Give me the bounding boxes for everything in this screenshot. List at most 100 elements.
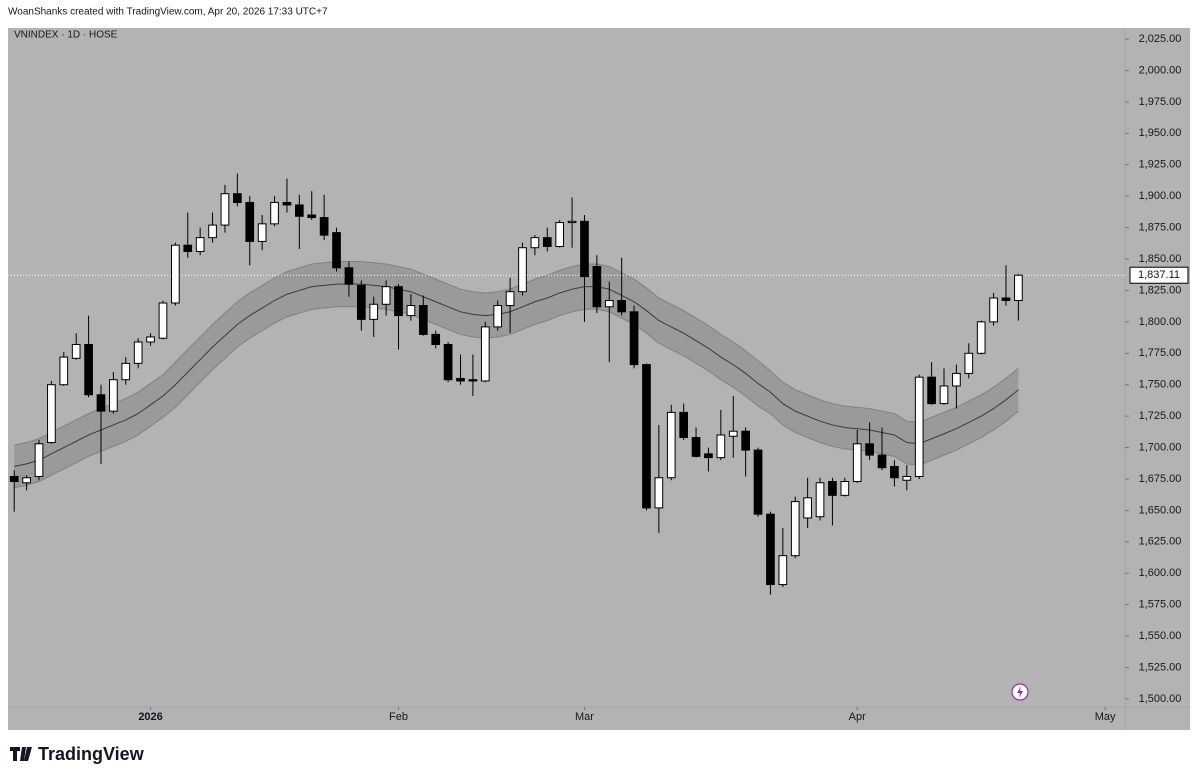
candle-body [790, 501, 800, 557]
y-tick-label: 1,575.00 [1139, 599, 1182, 611]
candle-body [171, 244, 180, 304]
candle-body [282, 201, 292, 206]
candle-body [803, 497, 812, 519]
candle-body [294, 204, 304, 217]
candle-body [344, 267, 354, 285]
candle-body [356, 284, 366, 320]
candle-body [47, 384, 56, 444]
envelope-upper [14, 261, 1019, 446]
candle-body [952, 372, 961, 387]
candle-body [766, 513, 775, 586]
y-tick-label: 1,525.00 [1139, 661, 1182, 673]
y-tick-label: 1,875.00 [1139, 222, 1182, 234]
lightning-glyph [1017, 686, 1023, 698]
candle-body [518, 247, 527, 293]
x-tick-label: Mar [575, 711, 594, 723]
x-tick-label: 2026 [138, 711, 162, 723]
candle-body [542, 237, 552, 247]
last-price-label: 1,837.11 [1138, 269, 1180, 281]
candle-body [604, 300, 614, 308]
x-tick-label: Feb [389, 711, 408, 723]
candle-body [704, 453, 713, 459]
candle-body [555, 222, 565, 247]
candle-body [307, 214, 317, 219]
candle-body [617, 300, 627, 313]
chart-background [8, 28, 1190, 730]
candle-body [468, 379, 478, 382]
x-tick-label: May [1095, 711, 1116, 723]
candle-body [133, 341, 143, 364]
candle-body [505, 291, 515, 307]
candle-body [629, 311, 639, 366]
header-text: WoanShanks created with TradingView.com,… [8, 7, 328, 18]
y-tick-label: 2,000.00 [1139, 64, 1182, 76]
envelope-basis [14, 283, 1019, 467]
candle-body [914, 376, 924, 477]
candle-body [332, 232, 341, 269]
candle-body [1014, 274, 1023, 302]
last-price-box [1129, 266, 1189, 284]
y-tick-label: 1,675.00 [1139, 473, 1182, 485]
candle-body [406, 305, 416, 317]
y-tick-label: 1,600.00 [1139, 567, 1182, 579]
logo-mark [10, 747, 32, 761]
y-tick-label: 1,825.00 [1139, 284, 1182, 296]
candle-body [530, 237, 540, 249]
candle-body [394, 286, 403, 317]
candle-body [96, 394, 106, 412]
candle-body [741, 430, 750, 451]
candle-body [270, 201, 279, 225]
candle-body [852, 443, 862, 483]
candle-body [233, 193, 242, 203]
candle-body [245, 201, 255, 242]
x-tick-label: Apr [849, 711, 866, 723]
candle-body [778, 555, 788, 586]
y-tick-label: 1,800.00 [1139, 316, 1182, 328]
candle-body [121, 362, 131, 381]
candle-body [927, 376, 936, 405]
candle-body [939, 385, 949, 405]
candle-body [456, 377, 465, 382]
candle-body [580, 220, 589, 278]
y-tick-label: 1,500.00 [1139, 693, 1182, 705]
logo: TradingView [10, 744, 145, 764]
candle-body [480, 326, 490, 382]
y-tick-label: 1,725.00 [1139, 410, 1182, 422]
candle-body [865, 443, 874, 456]
y-tick-label: 1,925.00 [1139, 159, 1182, 171]
candle-body [877, 454, 887, 469]
candle-body [964, 352, 974, 374]
y-tick-label: 1,650.00 [1139, 504, 1182, 516]
candle-body [158, 302, 168, 339]
candle-body [146, 336, 155, 343]
candle-body [183, 244, 193, 252]
envelope-fill [14, 261, 1019, 488]
candle-body [71, 343, 81, 359]
candle-body [195, 237, 205, 252]
y-tick-label: 2,025.00 [1139, 33, 1182, 45]
y-tick-label: 1,625.00 [1139, 536, 1182, 548]
candle-body [890, 465, 899, 479]
y-tick-label: 1,950.00 [1139, 127, 1182, 139]
envelope-lower [14, 306, 1019, 489]
logo-text: TradingView [38, 744, 145, 764]
candle-body [567, 220, 577, 224]
candle-body [208, 224, 217, 239]
candle-body [22, 477, 31, 484]
y-tick-label: 1,900.00 [1139, 190, 1182, 202]
candle-body [493, 305, 503, 328]
candle-body [691, 437, 701, 457]
y-tick-label: 1,750.00 [1139, 379, 1182, 391]
candle-body [431, 333, 441, 345]
candle-body [443, 343, 453, 381]
candle-body [902, 475, 912, 481]
symbol-title: VNINDEX · 1D · HOSE [14, 30, 118, 41]
candle-body [9, 475, 19, 483]
candle-body [840, 481, 850, 496]
candle-body [716, 434, 726, 459]
y-tick-label: 1,975.00 [1139, 96, 1182, 108]
candle-body [828, 481, 837, 496]
candle-body [381, 286, 391, 305]
